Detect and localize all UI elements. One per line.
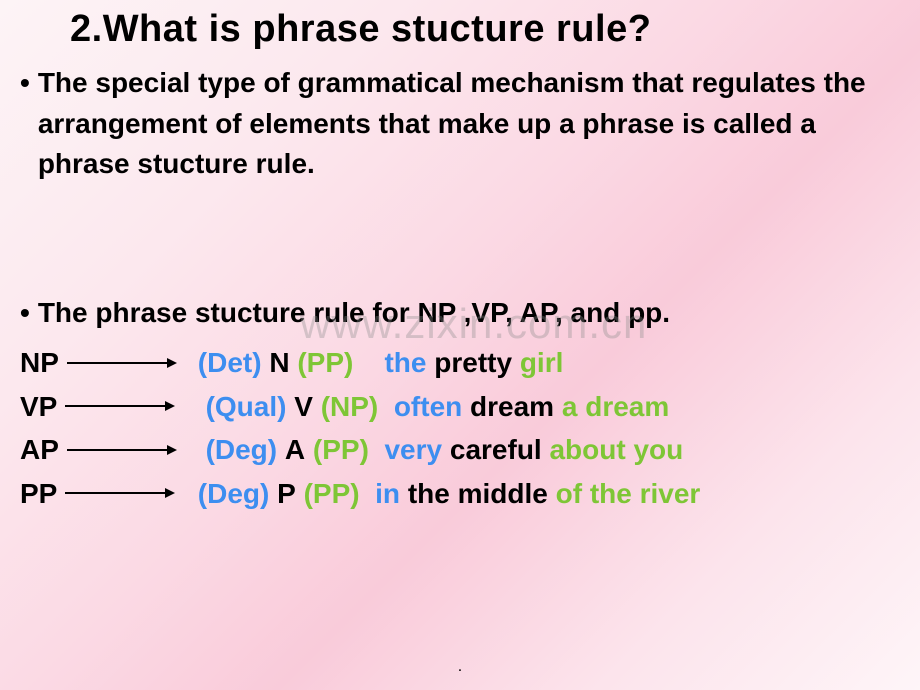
- rule-rhs: (Deg) P (PP) in the middle of the river: [190, 472, 700, 515]
- example-complement: of the river: [556, 472, 701, 515]
- example-specifier: often: [394, 385, 462, 428]
- rule-rhs: (Qual) V (NP) often dream a dream: [190, 385, 669, 428]
- arrow-icon: [65, 399, 175, 413]
- arrow-icon: [67, 443, 177, 457]
- example-specifier: very: [384, 428, 442, 471]
- lhs-label: VP: [20, 385, 57, 428]
- rule-rhs: (Deg) A (PP) very careful about you: [190, 428, 683, 471]
- slide: 2.What is phrase stucture rule? • The sp…: [0, 0, 920, 515]
- paragraph-1: The special type of grammatical mechanis…: [38, 63, 900, 185]
- arrow-icon: [67, 356, 177, 370]
- example-complement: about you: [549, 428, 683, 471]
- specifier: (Qual): [206, 385, 287, 428]
- specifier: (Det): [198, 341, 262, 384]
- spacer: [20, 193, 900, 293]
- lhs-label: PP: [20, 472, 57, 515]
- watermark: www.zixin.com.cn: [300, 300, 647, 348]
- head: A: [285, 428, 305, 471]
- specifier: (Deg): [198, 472, 270, 515]
- example-complement: a dream: [562, 385, 669, 428]
- rule-row: VP (Qual) V (NP) often dream a dream: [20, 385, 900, 428]
- bullet-dot: •: [20, 299, 30, 327]
- specifier: (Deg): [206, 428, 278, 471]
- arrow-icon: [65, 486, 175, 500]
- rule-lhs: AP: [20, 428, 190, 471]
- complement: (NP): [321, 385, 379, 428]
- footer: .: [458, 658, 462, 676]
- head: N: [269, 341, 289, 384]
- bullet-1: • The special type of grammatical mechan…: [20, 63, 900, 185]
- rule-lhs: VP: [20, 385, 190, 428]
- rules-table: NP (Det) N (PP) the pretty girl: [20, 341, 900, 515]
- example-head: careful: [450, 428, 542, 471]
- bullet-dot: •: [20, 69, 30, 97]
- lhs-label: AP: [20, 428, 59, 471]
- rule-lhs: NP: [20, 341, 190, 384]
- example-head: dream: [470, 385, 554, 428]
- head: V: [294, 385, 313, 428]
- lhs-label: NP: [20, 341, 59, 384]
- complement: (PP): [304, 472, 360, 515]
- example-specifier: in: [375, 472, 400, 515]
- example-head: the middle: [408, 472, 548, 515]
- head: P: [277, 472, 296, 515]
- complement: (PP): [313, 428, 369, 471]
- rule-row: PP (Deg) P (PP) in the middle of the riv…: [20, 472, 900, 515]
- rule-lhs: PP: [20, 472, 190, 515]
- rule-row: AP (Deg) A (PP) very careful about you: [20, 428, 900, 471]
- slide-title: 2.What is phrase stucture rule?: [70, 8, 900, 51]
